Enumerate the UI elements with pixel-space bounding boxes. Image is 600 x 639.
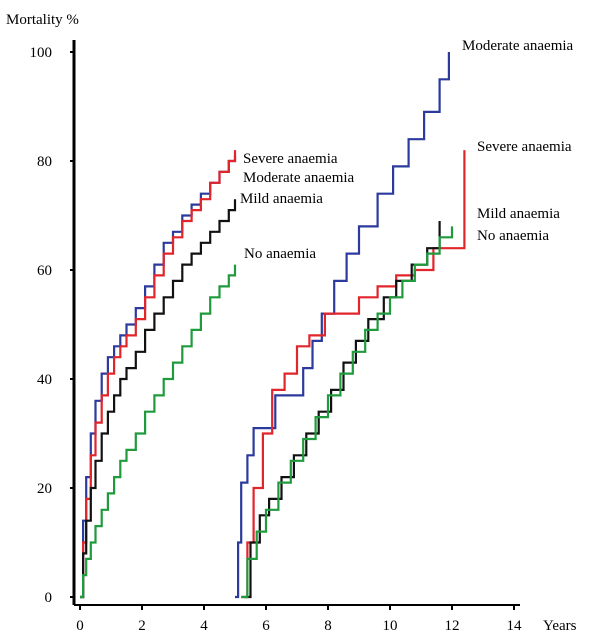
y-tick-label: 0: [45, 590, 53, 606]
right-label-mild: Mild anaemia: [477, 206, 560, 222]
right-series-mild-anaemia: [244, 221, 441, 599]
x-axis-title: Years: [543, 618, 577, 634]
left-series-mild-anaemia: [80, 199, 237, 599]
left-series-severe-anaemia: [80, 150, 237, 599]
x-tick-label: 0: [76, 618, 84, 634]
x-tick-label: 14: [507, 618, 523, 634]
y-tick-label: 20: [37, 481, 52, 497]
right-label-none: No anaemia: [477, 228, 549, 244]
x-tick-label: 8: [324, 618, 332, 634]
right-label-severe: Severe anaemia: [477, 139, 572, 155]
y-tick-label: 60: [37, 263, 52, 279]
left-label-mild: Mild anaemia: [240, 191, 323, 207]
x-tick-label: 4: [200, 618, 208, 634]
y-tick-label: 100: [30, 45, 53, 61]
right-label-moderate: Moderate anaemia: [462, 38, 574, 54]
right-series-no-anaemia: [241, 226, 454, 599]
left-label-severe: Severe anaemia: [243, 151, 338, 167]
y-tick-label: 40: [37, 372, 52, 388]
x-tick-label: 12: [445, 618, 460, 634]
x-tick-label: 10: [383, 618, 398, 634]
left-series-no-anaemia: [80, 264, 237, 599]
x-tick-label: 2: [138, 618, 146, 634]
y-axis-title: Mortality %: [6, 12, 79, 28]
x-tick-label: 6: [262, 618, 270, 634]
left-label-none: No anaemia: [244, 246, 316, 262]
left-label-moderate: Moderate anaemia: [243, 170, 355, 186]
left-series-moderate-anaemia: [80, 155, 237, 599]
right-series-moderate-anaemia: [235, 52, 450, 599]
y-tick-label: 80: [37, 154, 52, 170]
